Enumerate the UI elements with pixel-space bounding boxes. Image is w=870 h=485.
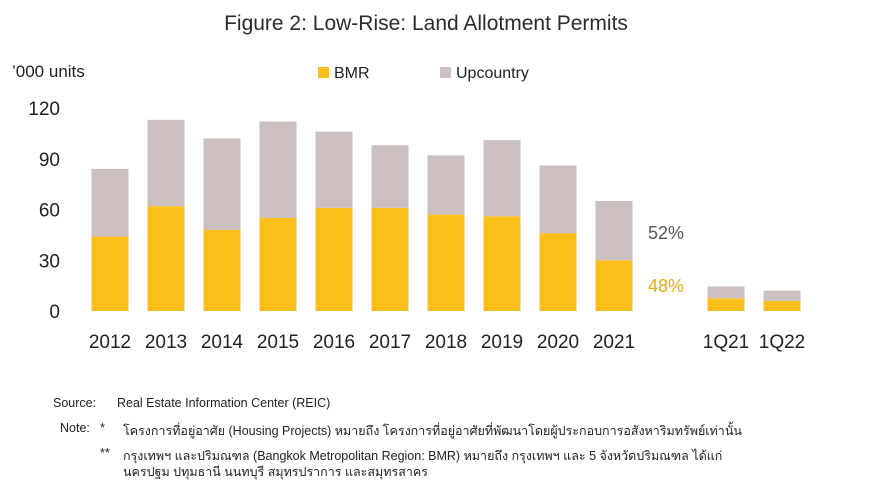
legend-swatch-upcountry: [440, 67, 451, 78]
bar-upcountry-2020: [539, 165, 577, 234]
legend-label-bmr: BMR: [334, 65, 370, 82]
x-tick-label-2020: 2020: [537, 332, 579, 353]
bar-upcountry-2015: [259, 121, 297, 218]
stacked-bar-chart: Figure 2: Low-Rise: Land Allotment Permi…: [12, 12, 805, 353]
note2-marker: **: [100, 446, 110, 460]
bar-bmr-2020: [539, 233, 577, 311]
bar-upcountry-1Q22: [763, 290, 801, 301]
x-tick-label-1Q21: 1Q21: [703, 332, 749, 353]
bar-upcountry-2016: [315, 131, 353, 208]
bar-upcountry-2021: [595, 201, 633, 261]
y-tick-label-1: 30: [39, 251, 60, 272]
bar-bmr-2016: [315, 207, 353, 311]
bar-bmr-2013: [147, 206, 185, 311]
bar-upcountry-2018: [427, 155, 465, 215]
bar-bmr-2014: [203, 229, 241, 311]
x-tick-label-2013: 2013: [145, 332, 187, 353]
x-tick-label-2021: 2021: [593, 332, 635, 353]
x-tick-label-2014: 2014: [201, 332, 244, 353]
y-axis-ticks: 0 30 60 90 120: [28, 99, 60, 323]
bar-bmr-1Q21: [707, 298, 745, 311]
bar-upcountry-2013: [147, 119, 185, 207]
x-tick-label-2016: 2016: [313, 332, 355, 353]
bar-bmr-2015: [259, 217, 297, 311]
legend-swatch-bmr: [318, 67, 329, 78]
bar-bmr-1Q22: [763, 300, 801, 311]
source-label: Source:: [53, 396, 97, 410]
x-tick-label-1Q22: 1Q22: [759, 332, 805, 353]
note1-text: โครงการที่อยู่อาศัย (Housing Projects) ห…: [123, 424, 742, 438]
bar-upcountry-2014: [203, 138, 241, 230]
y-tick-label-3: 90: [39, 150, 60, 171]
bar-bmr-2012: [91, 236, 129, 311]
y-tick-label-4: 120: [28, 99, 60, 120]
bar-bmr-2018: [427, 214, 465, 311]
bar-bmr-2017: [371, 207, 409, 311]
bar-upcountry-1Q21: [707, 286, 745, 299]
y-tick-label-2: 60: [39, 201, 60, 222]
legend: BMR Upcountry: [318, 65, 529, 82]
annotation-bmr-share: 48%: [648, 276, 684, 296]
x-tick-label-2017: 2017: [369, 332, 411, 353]
y-tick-label-0: 0: [49, 302, 60, 323]
annotation-upcountry-share: 52%: [648, 223, 684, 243]
x-tick-label-2012: 2012: [89, 332, 131, 353]
x-tick-label-2015: 2015: [257, 332, 299, 353]
bar-upcountry-2019: [483, 140, 521, 217]
note-label: Note:: [60, 421, 90, 435]
bar-bmr-2021: [595, 260, 633, 311]
x-tick-label-2018: 2018: [425, 332, 467, 353]
note2-line1: กรุงเทพฯ และปริมณฑล (Bangkok Metropolita…: [123, 449, 723, 463]
bars: [91, 119, 801, 311]
x-tick-label-2019: 2019: [481, 332, 523, 353]
legend-label-upcountry: Upcountry: [456, 65, 529, 82]
note1-marker: *: [100, 421, 105, 435]
y-axis-label: ’000 units: [12, 62, 85, 81]
bar-bmr-2019: [483, 216, 521, 311]
x-axis-ticks: 2012 2013 2014 2015 2016 2017 2018 2019 2020 2021…: [89, 332, 805, 353]
note2-line2: นครปฐม ปทุมธานี นนทบุรี สมุทรปราการ และส…: [123, 465, 428, 479]
bar-upcountry-2012: [91, 168, 129, 237]
bar-upcountry-2017: [371, 145, 409, 208]
chart-title: Figure 2: Low-Rise: Land Allotment Permi…: [224, 12, 628, 35]
source-text: Real Estate Information Center (REIC): [117, 396, 331, 410]
